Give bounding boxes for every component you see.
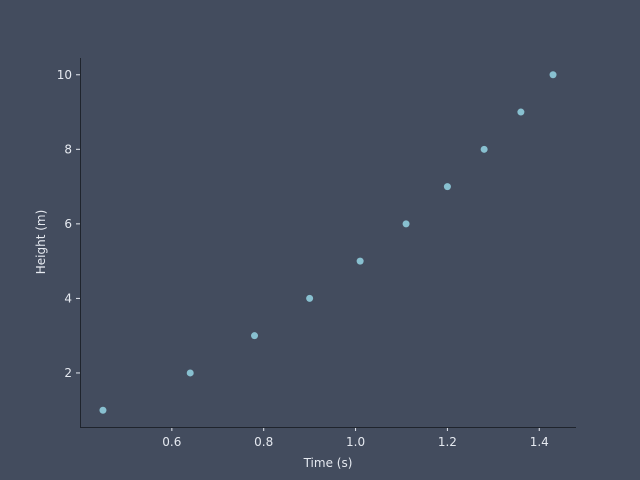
y-tick-label: 8 xyxy=(64,142,72,156)
data-point xyxy=(480,145,488,153)
data-point xyxy=(356,257,364,265)
data-point xyxy=(306,294,314,302)
y-tick-label: 4 xyxy=(64,291,72,305)
data-point xyxy=(99,406,107,414)
y-tick-label: 2 xyxy=(64,366,72,380)
x-axis-title: Time (s) xyxy=(303,456,353,470)
ticks-layer: 0.6 0.8 1.0 1.2 1.4 2 4 6 8 10 xyxy=(57,68,549,449)
y-axis-title: Height (m) xyxy=(34,210,48,275)
x-tick-label: 0.8 xyxy=(254,435,273,449)
data-point xyxy=(251,332,259,340)
y-tick-label: 10 xyxy=(57,68,72,82)
data-point xyxy=(402,220,410,228)
y-tick-label: 6 xyxy=(64,217,72,231)
x-tick-label: 1.0 xyxy=(346,435,365,449)
x-tick-label: 0.6 xyxy=(162,435,181,449)
data-point xyxy=(186,369,194,377)
x-tick-label: 1.4 xyxy=(530,435,549,449)
x-tick-label: 1.2 xyxy=(438,435,457,449)
data-point xyxy=(549,71,557,79)
data-point xyxy=(517,108,525,116)
points-layer xyxy=(99,71,557,414)
data-point xyxy=(443,183,451,191)
